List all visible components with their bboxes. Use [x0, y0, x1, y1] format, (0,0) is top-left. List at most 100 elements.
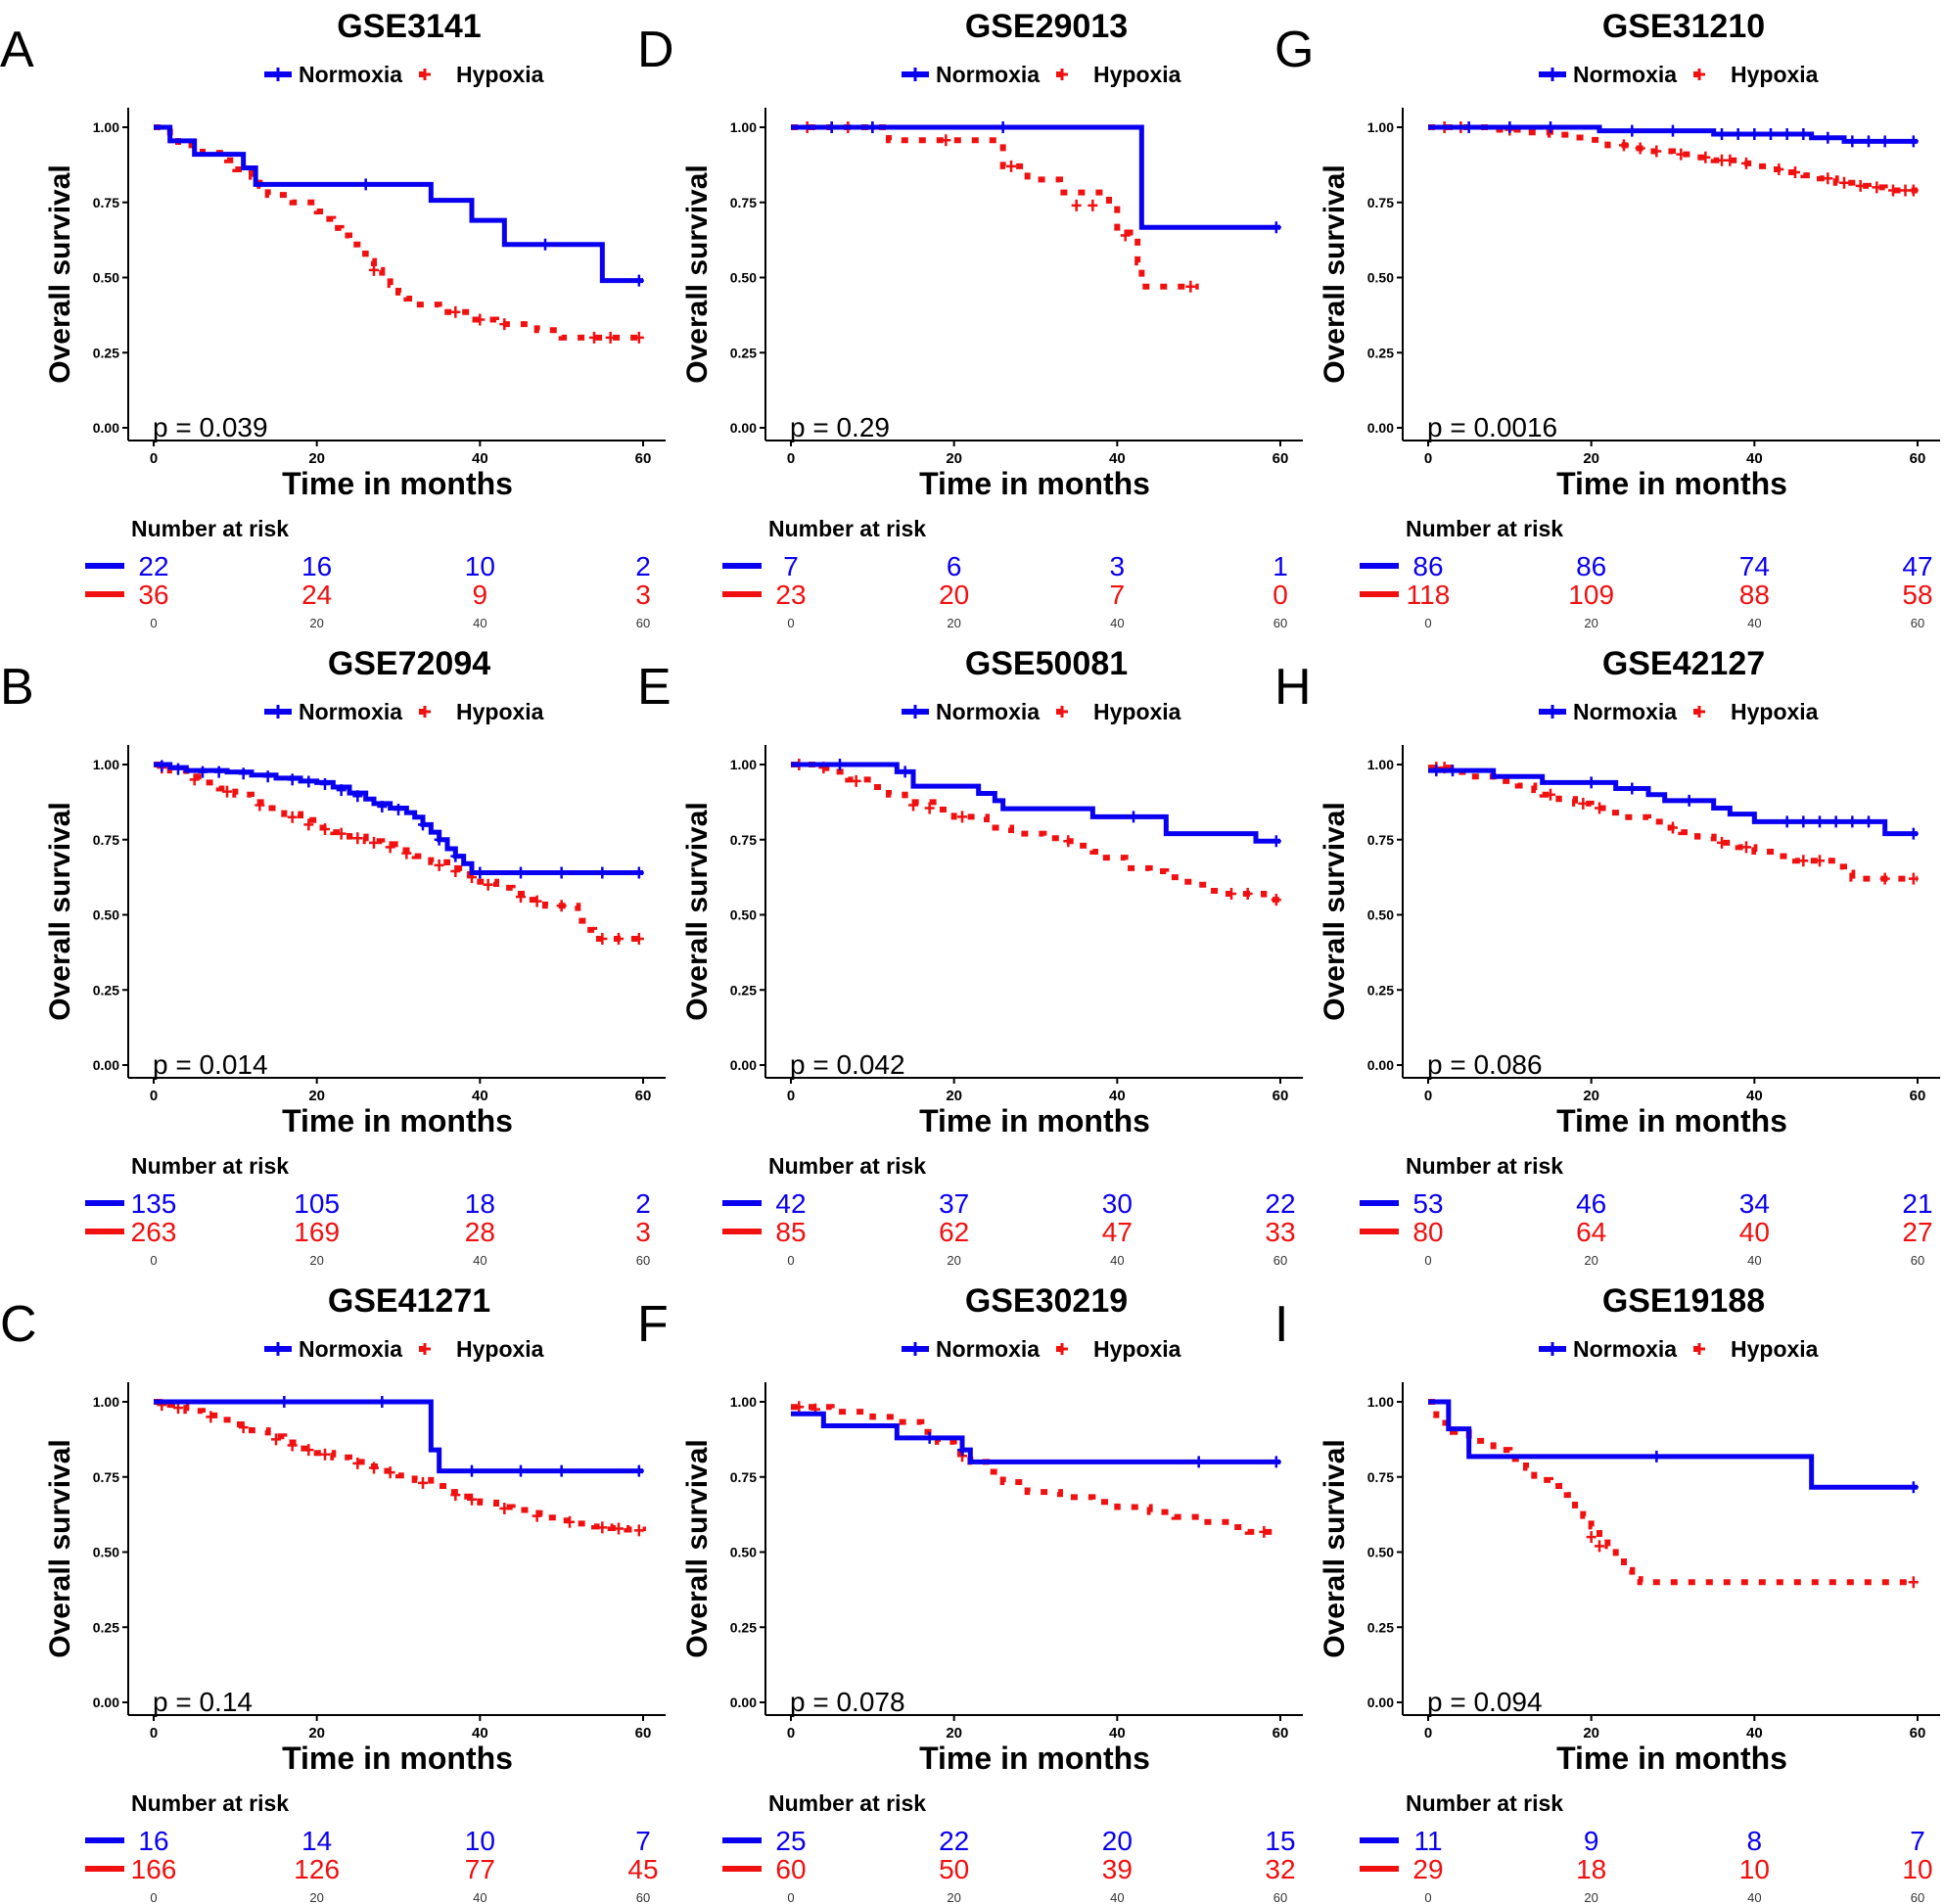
y-axis-label: Overall survival: [1319, 802, 1351, 1020]
x-tick-label: 0: [1424, 450, 1432, 467]
x-tick-label: 0: [1424, 1088, 1432, 1104]
legend: Normoxia Hypoxia: [1539, 1336, 1819, 1362]
y-axis-label: Overall survival: [681, 1439, 714, 1657]
censor-mark: [1578, 797, 1589, 810]
x-tick-label: 20: [946, 1088, 962, 1104]
risk-count: 39: [1102, 1854, 1133, 1884]
risk-count: 105: [294, 1188, 340, 1219]
censor-mark: [597, 933, 608, 946]
censor-mark: [614, 1522, 624, 1535]
series-hypoxia: [154, 124, 644, 344]
censor-mark: [1782, 128, 1792, 141]
censor-mark: [1586, 1531, 1597, 1544]
y-tick-label: 0.00: [730, 1695, 757, 1710]
risk-count: 46: [1576, 1188, 1606, 1219]
censor-mark: [320, 1448, 330, 1461]
censor-mark: [1717, 128, 1727, 141]
series-normoxia: [791, 121, 1281, 234]
legend: Normoxia Hypoxia: [902, 699, 1181, 724]
series-hypoxia: [791, 121, 1199, 293]
censor-mark: [336, 827, 347, 840]
censor-mark: [1259, 1525, 1270, 1538]
risk-count: 169: [294, 1217, 340, 1247]
risk-count: 33: [1265, 1217, 1295, 1247]
risk-count: 80: [1412, 1217, 1443, 1247]
censor-mark: [1619, 139, 1629, 152]
risk-count: 9: [1584, 1826, 1599, 1856]
x-axis-label: Time in months: [282, 1103, 513, 1138]
panel-letter: E: [637, 659, 671, 716]
panel-letter: I: [1274, 1296, 1288, 1353]
y-tick-label: 0.00: [1367, 1057, 1394, 1073]
censor-mark: [352, 1457, 363, 1469]
censor-mark: [1798, 815, 1809, 828]
risk-count: 6: [947, 551, 962, 581]
series-hypoxia: [791, 1401, 1280, 1538]
censor-mark: [835, 759, 845, 770]
risk-count: 20: [939, 580, 969, 610]
risk-time-label: 60: [1911, 1890, 1924, 1904]
panel-letter: G: [1274, 22, 1314, 78]
x-axis-label: Time in months: [1556, 1741, 1787, 1776]
risk-count: 2: [635, 1188, 651, 1219]
censor-mark: [213, 766, 224, 778]
y-tick-label: 0.25: [1367, 1619, 1394, 1635]
legend: Normoxia Hypoxia: [902, 1336, 1181, 1362]
x-tick-label: 20: [308, 450, 325, 467]
censor-mark: [867, 121, 878, 133]
censor-mark: [1271, 835, 1281, 848]
legend-hypoxia-censor: [1693, 69, 1705, 80]
risk-time-label: 20: [1584, 1890, 1597, 1904]
censor-mark: [303, 1444, 314, 1457]
censor-mark: [467, 1493, 477, 1506]
x-tick-label: 60: [1273, 450, 1289, 467]
censor-mark: [450, 305, 461, 318]
risk-count: 118: [1407, 580, 1451, 610]
p-value: p = 0.014: [153, 1049, 268, 1080]
y-axis-label: Overall survival: [681, 164, 714, 383]
censor-mark: [157, 760, 167, 772]
km-curve-hypoxia: [1428, 124, 1918, 194]
legend-hypoxia-label: Hypoxia: [456, 699, 544, 724]
risk-time-label: 40: [1747, 616, 1761, 630]
km-curve-normoxia: [154, 762, 643, 876]
censor-mark: [516, 866, 526, 879]
censor-mark: [1271, 894, 1281, 906]
y-tick-label: 0.25: [730, 345, 757, 360]
km-curve-normoxia: [1428, 1399, 1918, 1490]
panel-letter: B: [0, 659, 34, 716]
y-tick-label: 0.50: [730, 907, 757, 923]
risk-count: 7: [783, 551, 799, 581]
risk-time-label: 0: [787, 1253, 794, 1268]
censor-mark: [924, 1431, 935, 1444]
y-tick-label: 0.00: [93, 420, 119, 436]
y-tick-label: 1.00: [93, 1394, 119, 1410]
censor-mark: [1088, 199, 1098, 211]
risk-time-label: 20: [309, 1890, 323, 1904]
x-tick-label: 60: [1273, 1088, 1289, 1104]
risk-count: 22: [138, 551, 168, 581]
risk-count: 15: [1265, 1826, 1295, 1856]
x-tick-label: 20: [946, 450, 962, 467]
risk-time-label: 40: [1110, 1890, 1124, 1904]
series-hypoxia: [154, 762, 644, 946]
censor-mark: [1815, 815, 1825, 828]
km-panel-e: E GSE50081 Normoxia Hypoxia 0.00 0.25 0.50 0.75…: [637, 645, 1303, 1268]
risk-count: 3: [1110, 551, 1126, 581]
censor-mark: [1830, 815, 1841, 828]
risk-count: 8: [1747, 1826, 1763, 1856]
censor-mark: [1908, 184, 1919, 197]
y-tick-label: 0.75: [93, 195, 119, 210]
km-curve-normoxia: [791, 124, 1280, 230]
censor-mark: [1798, 128, 1809, 141]
y-axis-label: Overall survival: [681, 802, 714, 1020]
km-curve-hypoxia: [154, 124, 643, 341]
censor-mark: [1823, 172, 1833, 185]
risk-count: 7: [1110, 580, 1126, 610]
censor-mark: [605, 331, 616, 344]
censor-mark: [320, 823, 330, 836]
censor-mark: [434, 833, 444, 846]
censor-mark: [997, 121, 1008, 133]
x-tick-label: 40: [1746, 450, 1763, 467]
censor-mark: [1908, 872, 1919, 885]
